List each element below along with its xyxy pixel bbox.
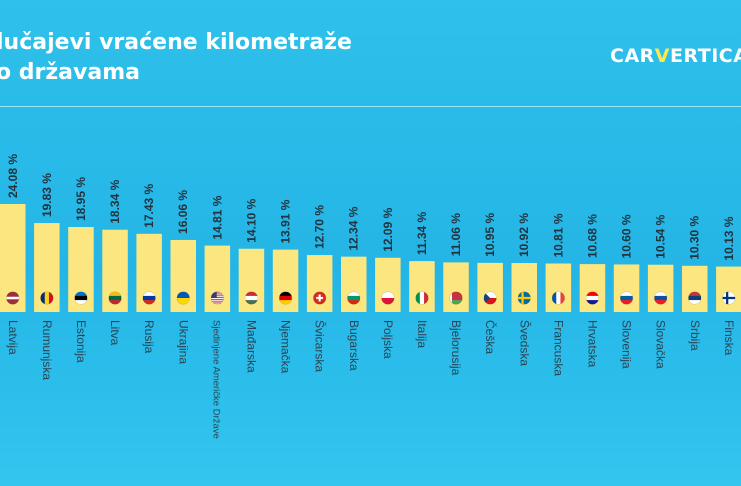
italy-flag-icon bbox=[415, 291, 429, 305]
value-label-10: 12.70 % bbox=[313, 205, 327, 249]
title-divider bbox=[0, 106, 741, 107]
france-flag-icon bbox=[551, 291, 565, 305]
value-label-21: 10.30 % bbox=[688, 215, 702, 259]
category-label-1: Latvija bbox=[6, 320, 20, 355]
category-label-14: Bjelorusija bbox=[449, 320, 463, 376]
category-label-19: Slovenija bbox=[620, 320, 634, 369]
bar-18 bbox=[579, 264, 606, 312]
category-label-20: Slovačka bbox=[654, 320, 668, 369]
category-label-8: Mađarska bbox=[244, 320, 258, 373]
hungary-flag-icon bbox=[244, 291, 259, 305]
switzerland-flag-icon bbox=[313, 291, 327, 305]
value-label-17: 10.81 % bbox=[551, 213, 565, 257]
category-label-11: Bugarska bbox=[347, 320, 361, 371]
value-label-12: 12.09 % bbox=[381, 207, 395, 251]
category-label-6: Ukrajina bbox=[176, 320, 190, 364]
bar-17 bbox=[545, 263, 572, 312]
category-label-10: Švicarska bbox=[313, 320, 328, 372]
sweden-flag-icon bbox=[517, 291, 531, 305]
bar-20 bbox=[647, 264, 674, 312]
croatia-flag-icon bbox=[585, 291, 600, 305]
category-label-3: Estonija bbox=[74, 320, 88, 363]
value-label-3: 18.95 % bbox=[74, 177, 88, 221]
bar-15 bbox=[477, 262, 503, 312]
value-label-15: 10.95 % bbox=[483, 213, 497, 257]
bar-22 bbox=[716, 266, 741, 312]
value-label-22: 10.13 % bbox=[722, 216, 736, 260]
category-label-9: Njemačka bbox=[279, 320, 293, 374]
romania-flag-icon bbox=[40, 291, 54, 305]
slovakia-flag-icon bbox=[654, 291, 668, 305]
value-label-9: 13.91 % bbox=[279, 199, 293, 243]
latvia-flag-icon bbox=[6, 291, 20, 305]
category-label-2: Rumunjska bbox=[40, 320, 54, 380]
value-label-19: 10.60 % bbox=[620, 214, 634, 258]
bulgaria-flag-icon bbox=[347, 291, 361, 305]
chart-title: lučajevi vraćene kilometraže o državama bbox=[0, 28, 352, 88]
serbia-flag-icon bbox=[688, 291, 702, 305]
finland-flag-icon bbox=[722, 291, 736, 305]
bar-19 bbox=[613, 264, 640, 312]
category-label-22: Finska bbox=[722, 320, 736, 356]
value-label-1: 24.08 % bbox=[6, 154, 20, 198]
germany-flag-icon bbox=[278, 291, 293, 305]
ukraine-flag-icon bbox=[176, 291, 190, 305]
russia-flag-icon bbox=[142, 291, 156, 305]
value-label-20: 10.54 % bbox=[654, 214, 668, 258]
poland-flag-icon bbox=[381, 291, 395, 305]
category-label-7: Sjedinjene Američke Države bbox=[210, 320, 221, 439]
category-label-15: Češka bbox=[483, 320, 498, 354]
belarus-flag-icon bbox=[449, 291, 463, 305]
chart-title-line-1: lučajevi vraćene kilometraže bbox=[0, 30, 352, 55]
value-label-14: 11.06 % bbox=[449, 213, 463, 257]
bar-16 bbox=[511, 263, 537, 312]
carvertical-logo: CARVERTICA bbox=[610, 45, 741, 67]
category-label-13: Italija bbox=[415, 320, 429, 348]
value-label-16: 10.92 % bbox=[517, 213, 531, 257]
value-label-4: 18.34 % bbox=[108, 179, 122, 223]
value-label-13: 11.34 % bbox=[415, 211, 429, 255]
category-label-18: Hrvatska bbox=[585, 320, 599, 368]
value-label-2: 19.83 % bbox=[40, 173, 54, 217]
bar-21 bbox=[682, 265, 708, 312]
category-label-17: Francuska bbox=[551, 320, 565, 376]
category-label-4: Litva bbox=[108, 320, 122, 346]
czechia-flag-icon bbox=[483, 291, 497, 305]
chart-title-line-2: o državama bbox=[0, 60, 140, 85]
value-label-5: 17.43 % bbox=[142, 183, 156, 227]
slovenia-flag-icon bbox=[619, 291, 634, 305]
usa-flag-icon bbox=[210, 291, 224, 305]
value-label-11: 12.34 % bbox=[347, 206, 361, 250]
category-label-16: Švedska bbox=[517, 320, 532, 366]
value-label-18: 10.68 % bbox=[585, 214, 599, 258]
value-label-6: 16.06 % bbox=[176, 190, 190, 234]
value-label-7: 14.81 % bbox=[210, 195, 224, 239]
lithuania-flag-icon bbox=[108, 291, 122, 305]
category-label-21: Srbija bbox=[688, 320, 702, 351]
value-label-8: 14.10 % bbox=[244, 198, 258, 242]
category-label-12: Poljska bbox=[381, 320, 395, 359]
category-label-5: Rusija bbox=[142, 320, 156, 354]
estonia-flag-icon bbox=[74, 291, 88, 305]
